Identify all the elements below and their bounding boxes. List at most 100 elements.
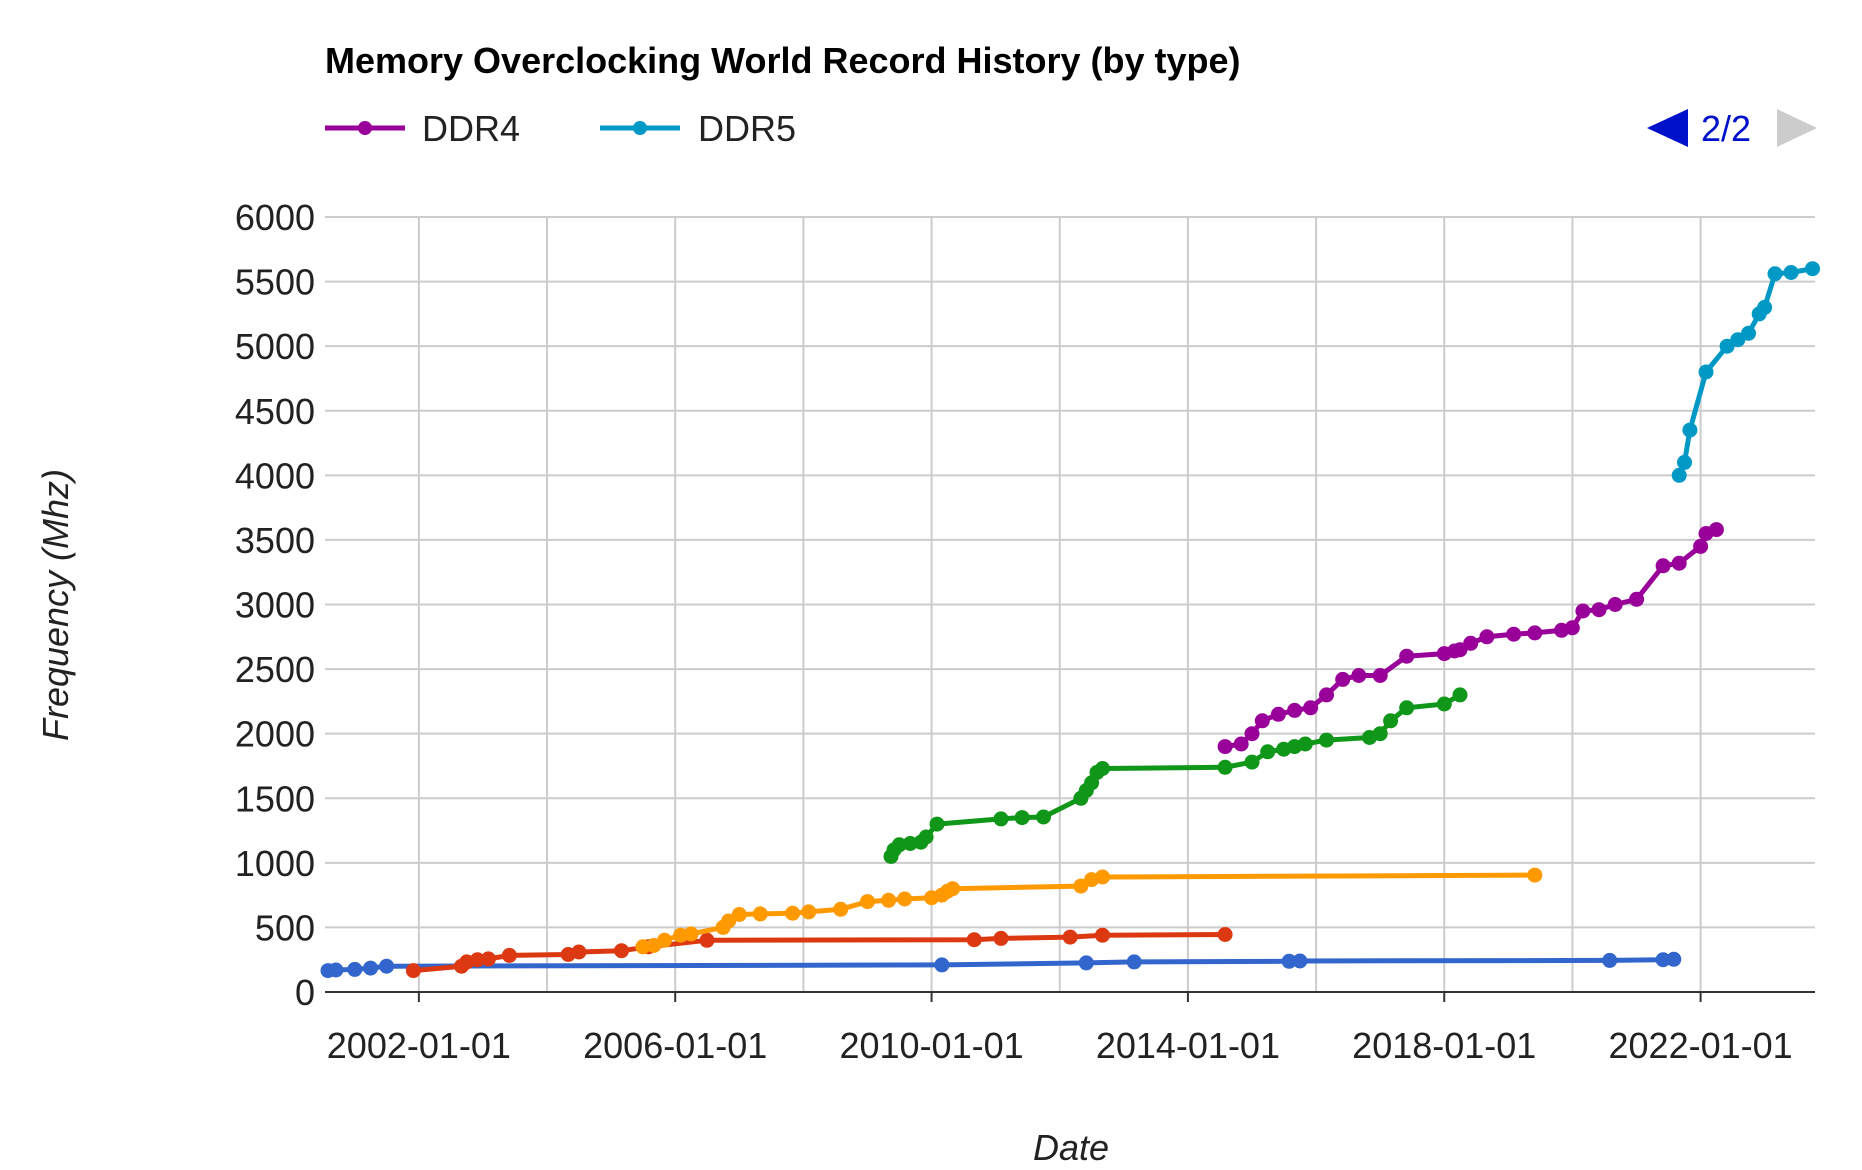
data-point: [1693, 538, 1709, 554]
data-point: [1319, 687, 1334, 703]
chart-title: Memory Overclocking World Record History…: [325, 40, 1241, 81]
data-point: [752, 906, 768, 922]
data-point: [1575, 603, 1591, 619]
data-point: [571, 944, 587, 960]
data-point: [1270, 706, 1286, 722]
data-point: [1036, 809, 1051, 825]
data-point: [801, 904, 817, 920]
data-point: [480, 951, 496, 967]
legend[interactable]: DDR4 DDR5: [325, 108, 796, 149]
axes: 0 500 1000 1500 2000 2500 3000 3500 4000 4500 5000…: [235, 197, 1815, 1066]
legend-marker-ddr4: [358, 121, 372, 135]
data-point: [328, 962, 344, 978]
data-point: [966, 932, 982, 948]
data-point: [1399, 700, 1415, 716]
pager-next-icon[interactable]: [1777, 109, 1817, 147]
data-point: [1607, 597, 1623, 612]
data-point: [833, 901, 849, 917]
y-tick-label: 500: [255, 907, 315, 948]
data-point: [1335, 671, 1351, 687]
data-point: [1591, 602, 1607, 618]
data-point: [1682, 422, 1698, 438]
data-point: [1281, 953, 1297, 969]
data-point: [897, 891, 913, 907]
data-point: [1014, 810, 1030, 826]
legend-item-ddr4[interactable]: DDR4: [325, 108, 520, 149]
data-point: [699, 932, 715, 948]
data-point: [635, 939, 651, 955]
data-point: [1217, 759, 1233, 775]
data-point: [1463, 635, 1479, 651]
data-point: [1399, 648, 1415, 664]
data-point: [993, 811, 1009, 827]
data-point: [891, 837, 907, 853]
data-point: [1783, 265, 1799, 280]
legend-label-ddr4: DDR4: [422, 108, 520, 149]
data-point: [1217, 739, 1233, 755]
data-point: [1741, 325, 1756, 341]
y-tick-label: 0: [295, 972, 315, 1013]
data-point: [1757, 299, 1773, 315]
data-point: [1436, 696, 1452, 712]
series-line: [327, 956, 1674, 974]
data-point: [1095, 869, 1110, 885]
legend-label-ddr5: DDR5: [698, 108, 796, 149]
data-point: [1078, 955, 1094, 971]
data-point: [1479, 629, 1495, 645]
y-tick-label: 3000: [235, 585, 315, 626]
data-point: [731, 907, 747, 922]
data-point: [1287, 702, 1303, 718]
y-tick-label: 5000: [235, 326, 315, 367]
data-point: [1095, 927, 1110, 943]
data-point: [1303, 700, 1319, 716]
data-point: [363, 960, 379, 976]
data-point: [683, 926, 699, 942]
x-tick-label: 2006-01-01: [583, 1025, 767, 1066]
data-point: [1351, 668, 1367, 683]
y-tick-label: 4000: [235, 455, 315, 496]
data-point: [1805, 261, 1820, 277]
data-point: [1292, 953, 1308, 969]
x-axis-label: Date: [1033, 1127, 1109, 1165]
data-point: [1217, 927, 1233, 942]
data-point: [1655, 952, 1671, 968]
data-point: [785, 905, 801, 921]
data-point: [1671, 467, 1687, 483]
series-4: [883, 687, 1468, 864]
x-tick-label: 2014-01-01: [1096, 1025, 1280, 1066]
legend-marker-ddr5: [633, 121, 647, 135]
series-line: [888, 692, 1462, 858]
data-point: [934, 957, 950, 973]
data-point: [1677, 454, 1692, 470]
data-point: [918, 829, 934, 845]
series-ddr5: [1671, 261, 1820, 483]
data-point: [1564, 620, 1580, 636]
grid: [325, 216, 1815, 992]
series-2: [405, 927, 1233, 979]
y-tick-label: 6000: [235, 197, 315, 238]
legend-item-ddr5[interactable]: DDR5: [600, 108, 796, 149]
data-point: [1233, 736, 1249, 752]
pager-prev-icon[interactable]: [1647, 109, 1688, 147]
data-point: [1452, 687, 1468, 703]
y-tick-label: 2000: [235, 714, 315, 755]
y-tick-label: 5500: [235, 262, 315, 303]
data-point: [1527, 625, 1543, 641]
pager-label: 2/2: [1701, 108, 1751, 149]
data-point: [501, 947, 517, 963]
data-point: [1602, 952, 1618, 968]
data-point: [1671, 555, 1687, 571]
data-point: [1655, 558, 1671, 574]
data-point: [1297, 736, 1313, 752]
data-point: [1506, 626, 1522, 642]
data-point: [1126, 954, 1142, 970]
data-point: [614, 943, 629, 959]
data-point: [1527, 867, 1543, 883]
data-point: [379, 958, 395, 974]
data-point: [1383, 713, 1399, 729]
data-point: [1095, 761, 1110, 776]
data-point: [881, 892, 897, 908]
y-tick-label: 2500: [235, 649, 315, 690]
